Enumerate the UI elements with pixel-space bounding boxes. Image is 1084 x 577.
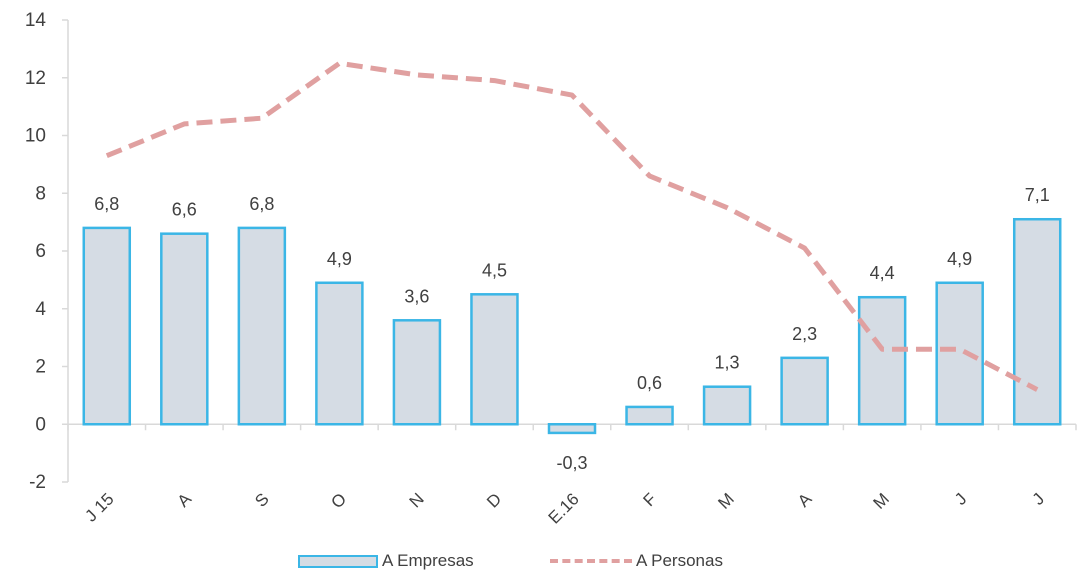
line-point <box>649 175 650 176</box>
data-label: 0,6 <box>637 373 662 393</box>
line-point <box>727 207 728 208</box>
x-tick-label: F <box>640 489 661 510</box>
line-point <box>184 123 185 124</box>
data-label: -0,3 <box>556 453 587 473</box>
legend-label-a-empresas: A Empresas <box>382 551 474 570</box>
data-label: 6,6 <box>172 200 197 220</box>
line-series-a-personas <box>105 60 1039 392</box>
x-tick-label: J 15 <box>81 489 117 525</box>
line-point <box>261 118 262 119</box>
x-tick-label: J <box>951 489 970 508</box>
data-label: 6,8 <box>94 194 119 214</box>
y-tick-label: 8 <box>35 183 46 204</box>
line-point <box>416 74 417 75</box>
y-tick-label: 6 <box>35 241 46 262</box>
line-point <box>959 349 960 350</box>
bar <box>857 295 907 426</box>
x-tick-label: O <box>327 489 350 512</box>
y-tick-label: 14 <box>25 10 47 31</box>
data-label: 6,8 <box>249 194 274 214</box>
legend-line-swatch <box>550 559 632 563</box>
bar <box>625 405 674 426</box>
y-tick-label: 10 <box>25 126 46 147</box>
line-point <box>804 248 805 249</box>
bar-series-a-empresas <box>82 217 1062 435</box>
y-tick-label: 2 <box>35 357 46 378</box>
x-tick-label: M <box>870 489 893 512</box>
y-tick-label: 4 <box>35 299 46 320</box>
x-tick-label: D <box>483 489 505 511</box>
y-tick-label: 12 <box>25 68 46 89</box>
bar <box>392 319 442 426</box>
data-label: 4,9 <box>947 249 972 269</box>
y-axis: -2 0 2 4 6 8 10 12 14 <box>25 10 69 493</box>
data-label: 1,3 <box>715 353 740 373</box>
bar <box>547 423 597 435</box>
legend: A Empresas A Personas <box>0 548 1084 574</box>
legend-item-a-personas: A Personas <box>550 548 723 574</box>
line-point <box>572 95 573 96</box>
legend-bar-swatch <box>298 554 378 568</box>
x-axis: J 15 A S O N D E.16 F M A M J J <box>67 423 1077 528</box>
bar <box>935 281 984 426</box>
y-tick-label: 0 <box>35 414 46 435</box>
line-point <box>106 155 107 156</box>
bar <box>160 232 209 426</box>
data-label: 4,4 <box>870 263 895 283</box>
bar <box>82 226 132 426</box>
chart: -2 0 2 4 6 8 10 12 14 J 15 A S O N D E.16 F M A M J J 6,8 6,6… <box>25 10 1077 528</box>
bar <box>780 356 829 426</box>
bar <box>470 293 519 426</box>
line-point <box>882 349 883 350</box>
line-point <box>494 80 495 81</box>
x-tick-label: A <box>174 489 196 511</box>
bar <box>315 281 364 426</box>
data-label: 4,5 <box>482 260 507 280</box>
bar <box>237 226 287 426</box>
line-point <box>1037 389 1038 390</box>
y-tick-label: -2 <box>29 472 46 493</box>
line-point <box>339 63 340 64</box>
x-tick-label: N <box>406 489 428 511</box>
data-labels: 6,8 6,6 6,8 4,9 3,6 4,5 -0,3 0,6 1,3 2,3 4,4 4,9 7,1 <box>94 185 1049 473</box>
legend-item-a-empresas: A Empresas <box>298 548 474 574</box>
x-tick-label: J <box>1029 489 1048 508</box>
x-tick-label: S <box>251 489 272 510</box>
x-tick-label: M <box>714 489 737 512</box>
bar <box>1012 217 1062 426</box>
data-label: 4,9 <box>327 249 352 269</box>
data-label: 2,3 <box>792 324 817 344</box>
x-tick-label: E.16 <box>545 489 583 527</box>
data-label: 3,6 <box>404 286 429 306</box>
bar <box>702 385 752 426</box>
line-a-personas <box>105 60 1039 392</box>
data-label: 7,1 <box>1025 185 1050 205</box>
legend-label-a-personas: A Personas <box>636 551 723 570</box>
x-tick-label: A <box>794 489 816 511</box>
